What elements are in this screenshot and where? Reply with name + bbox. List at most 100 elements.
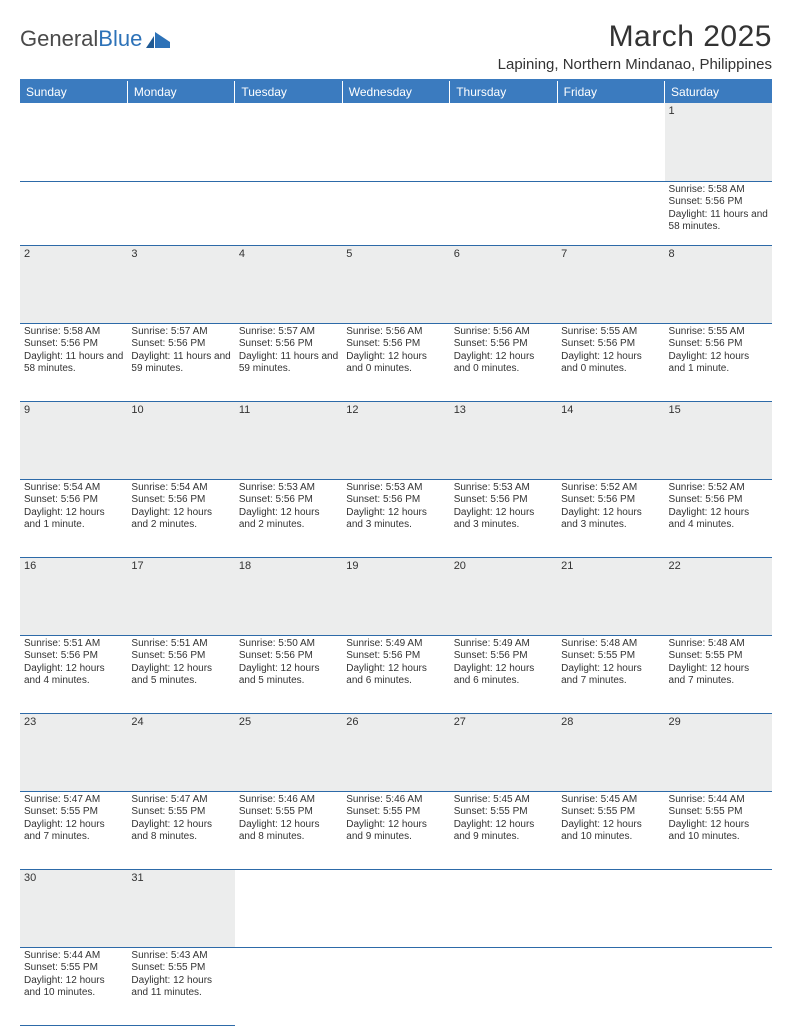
daynum-row: 16171819202122	[20, 557, 772, 635]
sunset-text: Sunset: 5:56 PM	[131, 650, 230, 663]
sunset-text: Sunset: 5:56 PM	[239, 338, 338, 351]
daylight-text: Daylight: 12 hours and 3 minutes.	[561, 507, 660, 532]
day-content: Sunrise: 5:50 AMSunset: 5:56 PMDaylight:…	[239, 638, 338, 688]
day-cell	[235, 947, 342, 1025]
calendar-table: SundayMondayTuesdayWednesdayThursdayFrid…	[20, 81, 772, 1026]
day-cell: Sunrise: 5:46 AMSunset: 5:55 PMDaylight:…	[342, 791, 449, 869]
sunset-text: Sunset: 5:55 PM	[239, 806, 338, 819]
day-cell: Sunrise: 5:55 AMSunset: 5:56 PMDaylight:…	[665, 323, 772, 401]
day-cell	[665, 947, 772, 1025]
daylight-text: Daylight: 12 hours and 4 minutes.	[669, 507, 768, 532]
day-cell: Sunrise: 5:57 AMSunset: 5:56 PMDaylight:…	[235, 323, 342, 401]
day-content: Sunrise: 5:58 AMSunset: 5:56 PMDaylight:…	[669, 184, 768, 234]
flag-icon	[146, 30, 172, 48]
day-number-cell: 30	[20, 869, 127, 947]
day-cell: Sunrise: 5:52 AMSunset: 5:56 PMDaylight:…	[665, 479, 772, 557]
sunrise-text: Sunrise: 5:47 AM	[24, 794, 123, 807]
weekday-header: Saturday	[665, 81, 772, 103]
week-row: Sunrise: 5:44 AMSunset: 5:55 PMDaylight:…	[20, 947, 772, 1025]
day-content: Sunrise: 5:48 AMSunset: 5:55 PMDaylight:…	[561, 638, 660, 688]
day-number-cell	[127, 103, 234, 181]
week-row: Sunrise: 5:58 AMSunset: 5:56 PMDaylight:…	[20, 181, 772, 245]
daylight-text: Daylight: 11 hours and 59 minutes.	[131, 351, 230, 376]
day-content: Sunrise: 5:49 AMSunset: 5:56 PMDaylight:…	[346, 638, 445, 688]
day-cell	[20, 181, 127, 245]
sunrise-text: Sunrise: 5:52 AM	[561, 482, 660, 495]
sunset-text: Sunset: 5:56 PM	[24, 650, 123, 663]
day-cell: Sunrise: 5:45 AMSunset: 5:55 PMDaylight:…	[557, 791, 664, 869]
daylight-text: Daylight: 12 hours and 7 minutes.	[561, 663, 660, 688]
sunrise-text: Sunrise: 5:55 AM	[561, 326, 660, 339]
week-row: Sunrise: 5:54 AMSunset: 5:56 PMDaylight:…	[20, 479, 772, 557]
day-cell: Sunrise: 5:50 AMSunset: 5:56 PMDaylight:…	[235, 635, 342, 713]
sunrise-text: Sunrise: 5:49 AM	[346, 638, 445, 651]
day-number-cell: 23	[20, 713, 127, 791]
day-content: Sunrise: 5:56 AMSunset: 5:56 PMDaylight:…	[454, 326, 553, 376]
day-content: Sunrise: 5:48 AMSunset: 5:55 PMDaylight:…	[669, 638, 768, 688]
daynum-row: 3031	[20, 869, 772, 947]
day-content: Sunrise: 5:54 AMSunset: 5:56 PMDaylight:…	[131, 482, 230, 532]
weekday-header: Sunday	[20, 81, 127, 103]
day-number-cell: 25	[235, 713, 342, 791]
sunset-text: Sunset: 5:55 PM	[561, 806, 660, 819]
day-content: Sunrise: 5:47 AMSunset: 5:55 PMDaylight:…	[131, 794, 230, 844]
day-cell: Sunrise: 5:56 AMSunset: 5:56 PMDaylight:…	[450, 323, 557, 401]
daylight-text: Daylight: 12 hours and 1 minute.	[669, 351, 768, 376]
sunset-text: Sunset: 5:56 PM	[669, 196, 768, 209]
day-number-cell: 15	[665, 401, 772, 479]
day-cell	[342, 181, 449, 245]
daylight-text: Daylight: 11 hours and 59 minutes.	[239, 351, 338, 376]
day-number-cell: 10	[127, 401, 234, 479]
sunrise-text: Sunrise: 5:58 AM	[669, 184, 768, 197]
day-cell: Sunrise: 5:57 AMSunset: 5:56 PMDaylight:…	[127, 323, 234, 401]
daylight-text: Daylight: 12 hours and 0 minutes.	[561, 351, 660, 376]
daynum-row: 2345678	[20, 245, 772, 323]
daylight-text: Daylight: 12 hours and 8 minutes.	[131, 819, 230, 844]
sunset-text: Sunset: 5:56 PM	[24, 338, 123, 351]
sunrise-text: Sunrise: 5:56 AM	[346, 326, 445, 339]
week-row: Sunrise: 5:58 AMSunset: 5:56 PMDaylight:…	[20, 323, 772, 401]
sunset-text: Sunset: 5:56 PM	[131, 338, 230, 351]
weekday-header: Monday	[127, 81, 234, 103]
day-cell: Sunrise: 5:53 AMSunset: 5:56 PMDaylight:…	[235, 479, 342, 557]
sunset-text: Sunset: 5:55 PM	[131, 962, 230, 975]
weekday-header: Thursday	[450, 81, 557, 103]
sunrise-text: Sunrise: 5:49 AM	[454, 638, 553, 651]
day-number-cell: 19	[342, 557, 449, 635]
day-content: Sunrise: 5:51 AMSunset: 5:56 PMDaylight:…	[131, 638, 230, 688]
day-cell: Sunrise: 5:45 AMSunset: 5:55 PMDaylight:…	[450, 791, 557, 869]
day-number-cell: 26	[342, 713, 449, 791]
day-cell: Sunrise: 5:58 AMSunset: 5:56 PMDaylight:…	[665, 181, 772, 245]
day-number-cell: 2	[20, 245, 127, 323]
sunrise-text: Sunrise: 5:55 AM	[669, 326, 768, 339]
day-number-cell	[235, 103, 342, 181]
day-content: Sunrise: 5:51 AMSunset: 5:56 PMDaylight:…	[24, 638, 123, 688]
sunrise-text: Sunrise: 5:45 AM	[561, 794, 660, 807]
day-cell: Sunrise: 5:47 AMSunset: 5:55 PMDaylight:…	[127, 791, 234, 869]
sunset-text: Sunset: 5:56 PM	[561, 338, 660, 351]
sunrise-text: Sunrise: 5:51 AM	[24, 638, 123, 651]
daylight-text: Daylight: 12 hours and 9 minutes.	[454, 819, 553, 844]
sunset-text: Sunset: 5:55 PM	[669, 806, 768, 819]
day-number-cell	[557, 869, 664, 947]
sunrise-text: Sunrise: 5:44 AM	[669, 794, 768, 807]
day-content: Sunrise: 5:52 AMSunset: 5:56 PMDaylight:…	[669, 482, 768, 532]
day-cell: Sunrise: 5:43 AMSunset: 5:55 PMDaylight:…	[127, 947, 234, 1025]
day-cell: Sunrise: 5:55 AMSunset: 5:56 PMDaylight:…	[557, 323, 664, 401]
daylight-text: Daylight: 12 hours and 8 minutes.	[239, 819, 338, 844]
day-cell: Sunrise: 5:49 AMSunset: 5:56 PMDaylight:…	[342, 635, 449, 713]
day-number-cell: 4	[235, 245, 342, 323]
day-cell: Sunrise: 5:44 AMSunset: 5:55 PMDaylight:…	[20, 947, 127, 1025]
day-cell	[450, 181, 557, 245]
day-cell: Sunrise: 5:58 AMSunset: 5:56 PMDaylight:…	[20, 323, 127, 401]
sunset-text: Sunset: 5:55 PM	[131, 806, 230, 819]
day-number-cell: 31	[127, 869, 234, 947]
daylight-text: Daylight: 12 hours and 2 minutes.	[131, 507, 230, 532]
daylight-text: Daylight: 12 hours and 5 minutes.	[131, 663, 230, 688]
daylight-text: Daylight: 12 hours and 2 minutes.	[239, 507, 338, 532]
sunrise-text: Sunrise: 5:43 AM	[131, 950, 230, 963]
sunset-text: Sunset: 5:55 PM	[24, 962, 123, 975]
sunrise-text: Sunrise: 5:47 AM	[131, 794, 230, 807]
day-number-cell	[450, 869, 557, 947]
location: Lapining, Northern Mindanao, Philippines	[498, 56, 772, 73]
